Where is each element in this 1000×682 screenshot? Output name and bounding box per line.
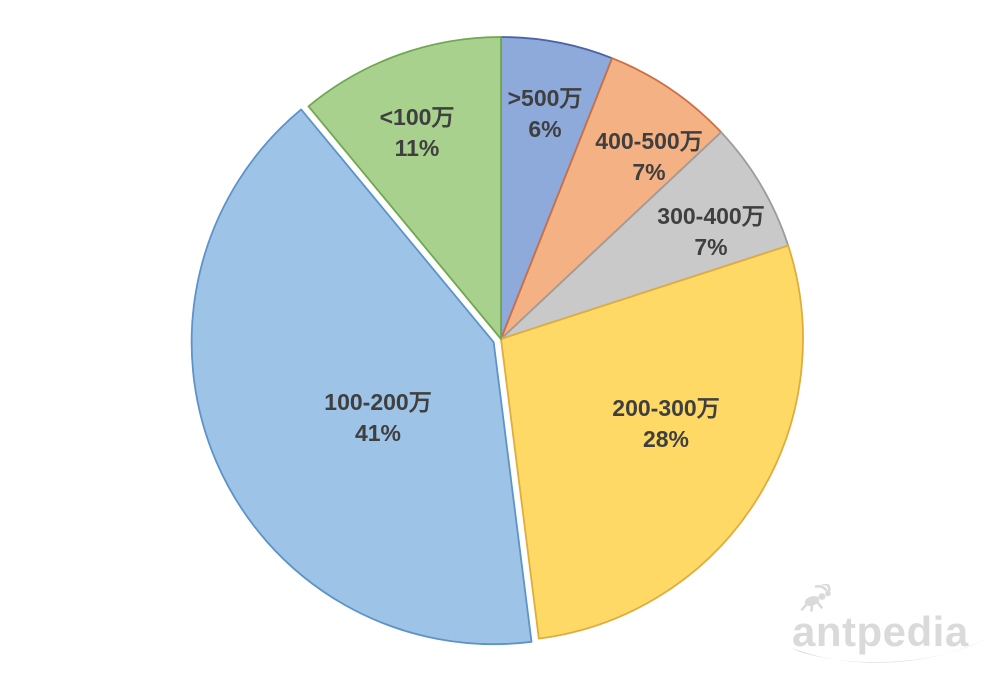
pie-slice-4 xyxy=(190,108,533,646)
ant-logo-icon xyxy=(800,584,831,612)
watermark-text: antpedia xyxy=(792,608,969,655)
pie-slice-5 xyxy=(307,36,502,340)
pie-slice-1 xyxy=(500,57,723,340)
pie-slice-3 xyxy=(500,244,804,640)
antpedia-watermark: antpedia xyxy=(792,584,988,663)
pie-slice-2 xyxy=(500,131,790,340)
